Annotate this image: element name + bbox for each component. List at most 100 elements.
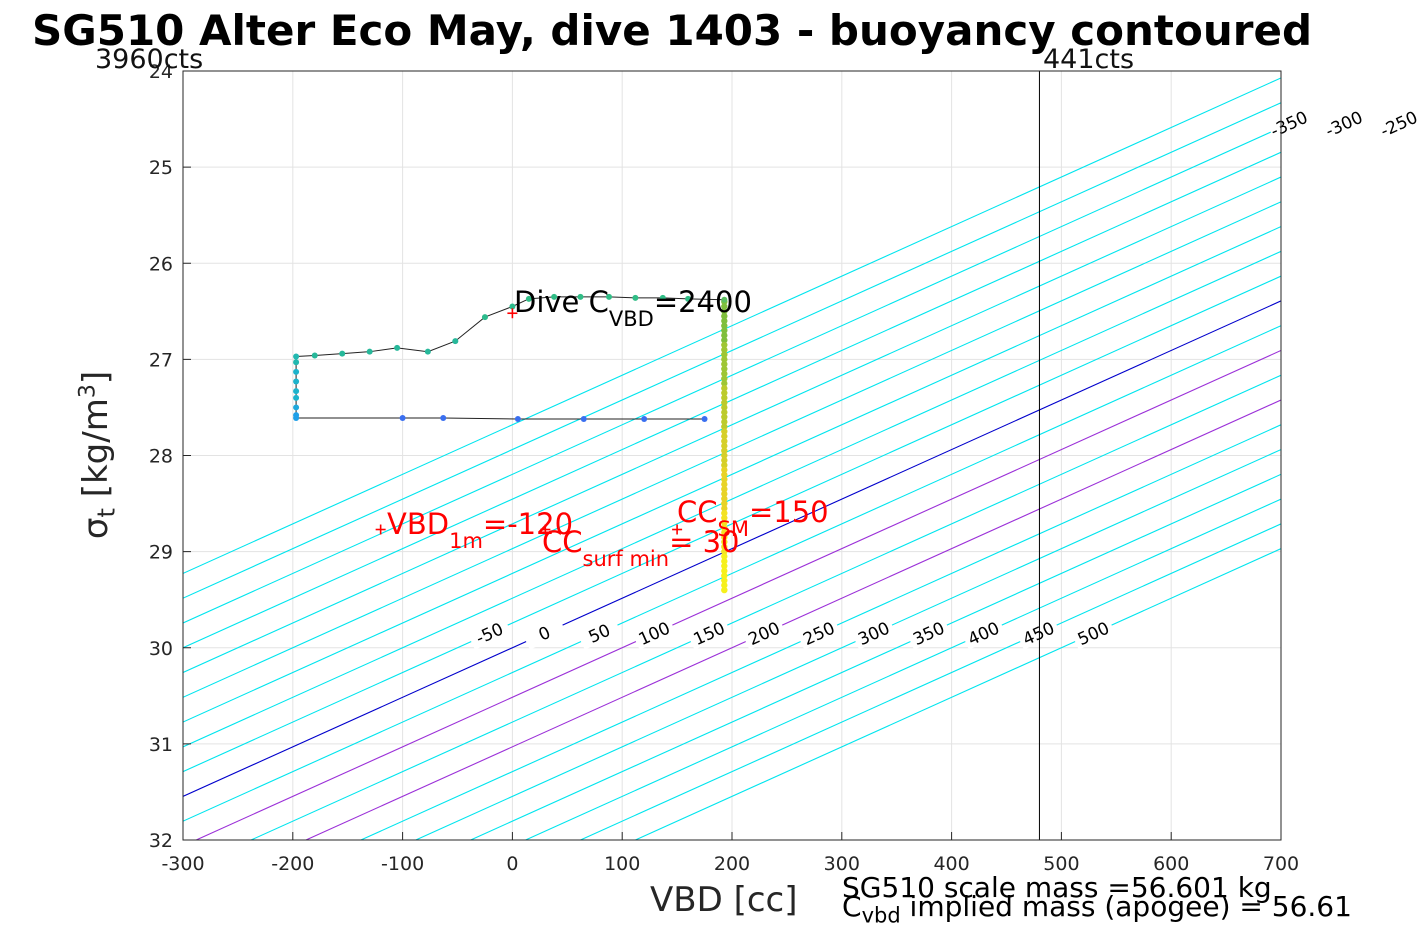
x-tick-label: 600: [1153, 853, 1189, 875]
contour-group: [183, 77, 1281, 840]
cluster-point: [721, 375, 728, 382]
contour-line: [580, 523, 1281, 840]
cluster-point: [721, 534, 728, 541]
contour-label-lower-bg: [577, 616, 622, 650]
y-axis-label: σt [kg/m3]: [75, 370, 121, 540]
cluster-point: [721, 433, 728, 440]
dive-trace-point: [339, 350, 346, 357]
dive-trace-point: [293, 404, 300, 411]
contour-line: [470, 473, 1281, 840]
y-tick-label: 25: [149, 157, 173, 179]
cluster-point: [721, 418, 728, 426]
dive-trace-point: [659, 294, 666, 301]
y-tick-label: 24: [149, 61, 173, 83]
contour-line: [183, 275, 1281, 773]
dive-trace-point: [514, 415, 521, 422]
dive-trace-point: [394, 344, 401, 351]
cluster-point: [721, 308, 728, 315]
cluster-point: [721, 481, 728, 488]
cluster-point: [721, 360, 728, 368]
x-axis-label: VBD [cc]: [650, 880, 798, 920]
contour-line: [195, 349, 1281, 840]
cluster-point: [721, 409, 728, 416]
y-tick-label: 27: [149, 349, 173, 371]
contour-line: [183, 325, 1281, 822]
contour-line: [183, 102, 1281, 599]
cluster-point: [721, 312, 728, 320]
contour-label-lower-bg: [467, 616, 512, 650]
cluster-point: [721, 346, 728, 353]
cluster-point: [721, 370, 728, 377]
cluster-point: [721, 519, 728, 526]
dive-trace-point: [311, 352, 318, 359]
contour-line: [635, 548, 1281, 840]
chart-title: SG510 Alter Eco May, dive 1403 - buoyanc…: [32, 6, 1313, 55]
cluster-point: [721, 524, 728, 531]
dive-trace-point: [606, 293, 613, 300]
x-tick-label: 100: [604, 853, 640, 875]
x-tick-label: -300: [161, 853, 204, 875]
cluster-point: [721, 399, 728, 406]
cluster-point: [721, 457, 728, 464]
cluster-point: [721, 447, 728, 454]
dive-trace-point: [525, 295, 532, 302]
cc-sm-label: CCSM=150: [677, 495, 829, 541]
cluster-point: [721, 471, 728, 478]
contour-line: [183, 201, 1281, 698]
dive-trace-point: [632, 294, 639, 301]
contour-label-upper-bg: [1321, 107, 1366, 141]
x-tick-label: 400: [933, 853, 969, 875]
x-tick-label: -100: [381, 853, 424, 875]
contour-label-lower-bg: [961, 616, 1006, 650]
contour-label-upper: -300: [1323, 108, 1366, 142]
cluster-point: [721, 509, 728, 517]
cluster-point: [721, 404, 728, 411]
y-tick-label: 29: [149, 542, 173, 564]
cluster-point: [721, 389, 728, 397]
cluster-point: [721, 514, 728, 522]
contour-line: [250, 374, 1281, 840]
contour-line: [415, 448, 1281, 840]
contour-line: [183, 225, 1281, 723]
x-tick-label: 700: [1263, 853, 1299, 875]
cluster-point: [721, 572, 728, 579]
footer-implied-mass: Cvbd implied mass (apogee) = 56.61: [842, 890, 1352, 928]
contour-label-lower-bg: [1016, 616, 1061, 650]
cluster-point: [721, 577, 728, 584]
dive-trace-point: [399, 415, 406, 422]
top-left-label: 3960cts: [95, 44, 204, 75]
cluster-point: [721, 428, 728, 435]
cluster-point: [721, 538, 728, 546]
dive-trace-point: [293, 368, 300, 375]
cluster-point: [721, 461, 728, 469]
vbd-1m-label: VBD1m=-120: [387, 507, 573, 553]
dive-trace-point: [701, 415, 708, 422]
cluster-point: [721, 558, 728, 565]
x-tick-label: 200: [714, 853, 750, 875]
top-right-label: 441cts: [1043, 44, 1135, 75]
contour-line: [183, 176, 1281, 674]
contour-line: [305, 399, 1281, 840]
cluster-point: [721, 529, 728, 536]
dive-trace-point: [685, 295, 692, 302]
dive-trace-point: [293, 412, 300, 419]
cluster-point: [721, 562, 728, 570]
y-tick-label: 30: [149, 638, 173, 660]
cluster-point: [721, 332, 728, 339]
cluster-point: [721, 466, 728, 474]
contour-label-lower-bg: [687, 616, 731, 650]
cluster-point: [721, 385, 728, 392]
dive-trace-point: [440, 415, 447, 422]
dive-trace-point: [577, 293, 584, 300]
cluster-point: [721, 476, 728, 483]
cluster-point: [721, 317, 728, 325]
cc-surf-min-label: CCsurf min= 30: [542, 525, 739, 571]
contour-label-lower-bg: [1071, 616, 1116, 650]
contour-label-upper: -350: [1268, 108, 1311, 142]
x-tick-label: 0: [506, 853, 518, 875]
dive-trace-point: [551, 293, 558, 300]
contour-label-lower-bg: [796, 616, 841, 650]
cluster-point: [721, 327, 728, 334]
contour-label-lower-bg: [632, 616, 677, 650]
cluster-point: [721, 567, 728, 575]
